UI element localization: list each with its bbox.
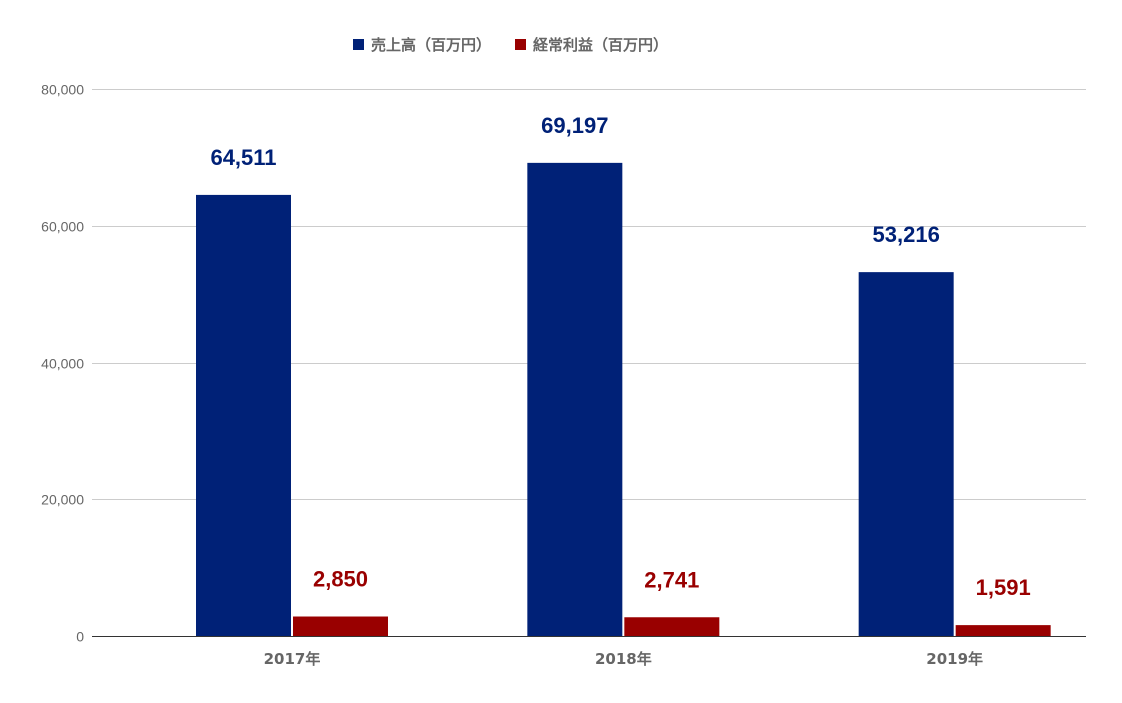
bar-series-0-1: [527, 162, 623, 636]
legend-swatch: [515, 39, 526, 50]
bar-series-1-1: [624, 617, 720, 636]
legend-swatch: [353, 39, 364, 50]
bar-series-0-0: [196, 194, 291, 636]
bars: [196, 162, 1051, 636]
data-label-series-1-0: 2,850: [313, 567, 368, 592]
y-tick-label: 20,000: [41, 492, 84, 508]
data-label-series-0-1: 69,197: [541, 113, 608, 138]
x-category-label: 2019年: [926, 650, 983, 668]
legend-label: 経常利益（百万円）: [533, 36, 668, 54]
legend: 売上高（百万円） 経常利益（百万円）: [353, 36, 668, 54]
y-tick-label: 80,000: [41, 82, 84, 98]
y-tick-label: 60,000: [41, 219, 84, 235]
data-label-series-0-0: 64,511: [210, 145, 276, 170]
x-category-label: 2018年: [595, 650, 652, 668]
legend-label: 売上高（百万円）: [371, 36, 491, 54]
x-category-label: 2017年: [264, 650, 321, 668]
bar-series-0-2: [858, 272, 954, 636]
x-axis-labels: 2017年 2018年 2019年: [264, 650, 983, 668]
y-tick-label: 0: [76, 629, 84, 645]
data-labels: 64,511 2,850 69,197 2,741 53,216 1,591: [210, 113, 1030, 600]
data-label-series-1-1: 2,741: [644, 567, 699, 592]
bar-series-1-0: [293, 616, 388, 636]
data-label-series-0-2: 53,216: [873, 222, 940, 247]
y-tick-label: 40,000: [41, 356, 84, 372]
data-label-series-1-2: 1,591: [976, 575, 1031, 600]
y-axis-ticks: 0 20,000 40,000 60,000 80,000: [41, 82, 84, 645]
bar-series-1-2: [955, 625, 1051, 636]
